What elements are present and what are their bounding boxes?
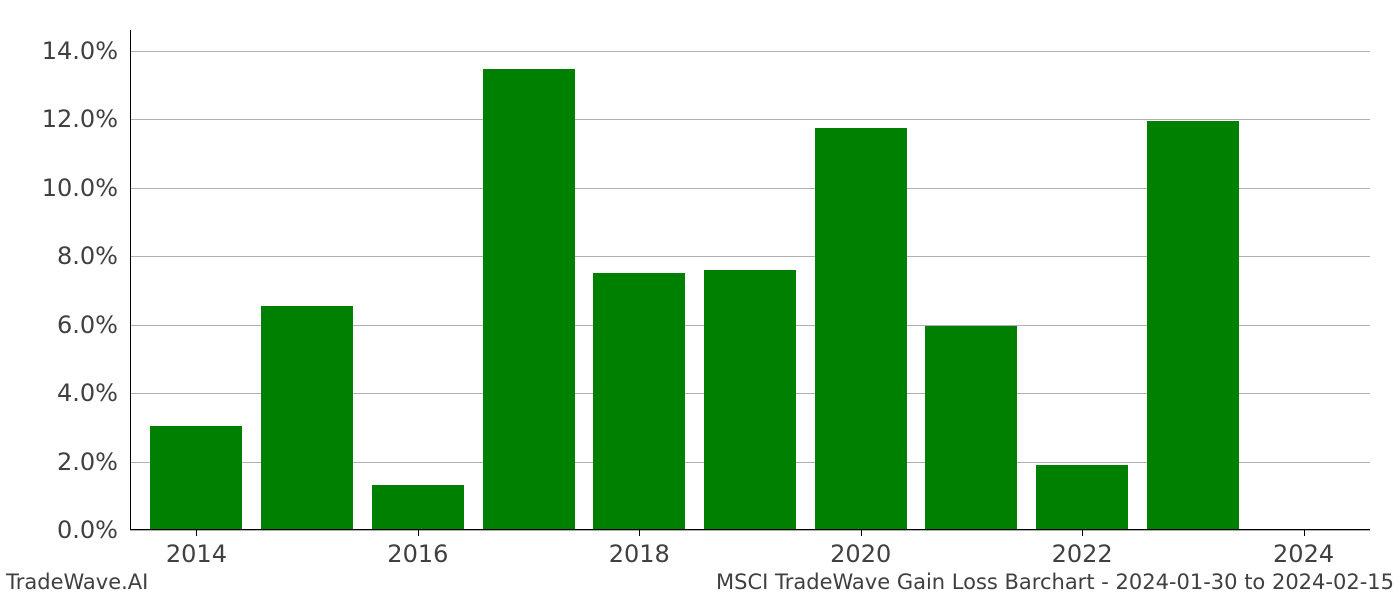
x-tick-label: 2018 [609,540,670,568]
bar [261,306,353,530]
bar [815,128,907,530]
x-tick-label: 2016 [387,540,448,568]
bar [150,426,242,530]
gridline [130,530,1370,531]
chart-figure: 0.0% 2.0% 4.0% 6.0% 8.0% 10.0% 12.0% 14.0% 2014… [0,0,1400,600]
y-tick-label: 10.0% [0,174,118,202]
x-tick-label: 2024 [1273,540,1334,568]
bar [372,485,464,530]
bar [593,273,685,530]
x-tick-label: 2014 [166,540,227,568]
x-axis-spine [130,529,1370,530]
y-tick-label: 6.0% [0,311,118,339]
y-tick-label: 14.0% [0,37,118,65]
x-tick-mark [418,530,419,536]
x-tick-mark [1082,530,1083,536]
plot-area [130,30,1370,530]
footer-left-text: TradeWave.AI [6,570,148,594]
x-tick-mark [196,530,197,536]
gridline [130,51,1370,52]
bar [483,69,575,530]
x-tick-mark [1304,530,1305,536]
y-tick-label: 12.0% [0,105,118,133]
y-tick-label: 0.0% [0,516,118,544]
x-tick-label: 2022 [1052,540,1113,568]
y-tick-label: 4.0% [0,379,118,407]
x-tick-mark [861,530,862,536]
y-tick-label: 8.0% [0,242,118,270]
bar [1036,465,1128,530]
x-tick-label: 2020 [830,540,891,568]
bar [1147,121,1239,530]
bar [704,270,796,530]
y-axis-spine [130,30,131,530]
footer-right-text: MSCI TradeWave Gain Loss Barchart - 2024… [716,570,1394,594]
y-tick-label: 2.0% [0,448,118,476]
bar [925,326,1017,530]
x-tick-mark [639,530,640,536]
